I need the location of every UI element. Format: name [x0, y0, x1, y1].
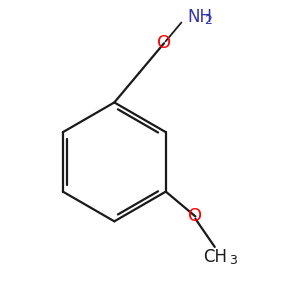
Text: O: O: [157, 34, 171, 52]
Text: 3: 3: [229, 254, 237, 267]
Text: 2: 2: [205, 14, 212, 27]
Text: O: O: [188, 207, 203, 225]
Text: CH: CH: [203, 248, 227, 266]
Text: NH: NH: [187, 8, 212, 26]
